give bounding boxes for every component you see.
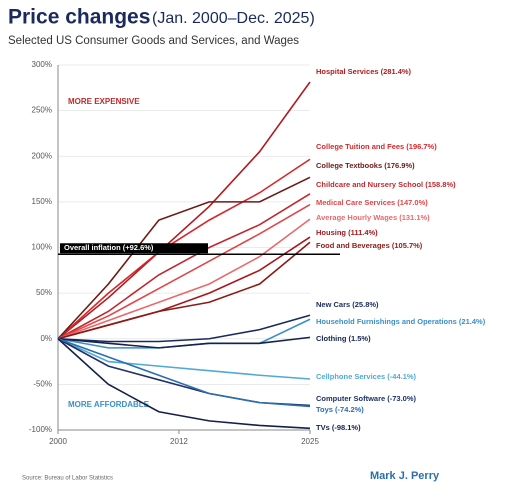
series-line xyxy=(57,158,311,340)
series-label: Toys (-74.2%) xyxy=(316,405,364,414)
series-line xyxy=(57,203,311,340)
series-label: Cellphone Services (-44.1%) xyxy=(316,372,417,381)
series-label: College Tuition and Fees (196.7%) xyxy=(316,142,437,151)
series-line xyxy=(57,81,311,340)
series-label: Clothing (1.5%) xyxy=(316,334,371,343)
series-label: New Cars (25.8%) xyxy=(316,300,379,309)
series-label: Average Hourly Wages (131.1%) xyxy=(316,213,430,222)
chart-title-dates: (Jan. 2000–Dec. 2025) xyxy=(152,10,315,27)
series-label: Computer Software (-73.0%) xyxy=(316,394,417,403)
series-line xyxy=(57,336,311,349)
series-line xyxy=(57,218,311,340)
series-label: Household Furnishings and Operations (21… xyxy=(316,317,486,326)
y-tick-label: 100% xyxy=(32,243,52,252)
chart-subtitle: Selected US Consumer Goods and Services,… xyxy=(8,35,299,47)
y-tick-label: 250% xyxy=(32,106,52,115)
chart-title: Price changes xyxy=(8,6,150,29)
series-label: College Textbooks (176.9%) xyxy=(316,161,415,170)
series-line xyxy=(57,338,311,430)
y-tick-label: 50% xyxy=(36,288,52,297)
series-label: TVs (-98.1%) xyxy=(316,423,361,432)
y-tick-label: 300% xyxy=(32,60,52,69)
source: Source: Bureau of Labor Statistics xyxy=(22,476,113,482)
y-tick-label: -50% xyxy=(33,379,52,388)
y-tick-label: 200% xyxy=(32,151,52,160)
series-label: Hospital Services (281.4%) xyxy=(316,67,412,76)
series-line xyxy=(57,176,311,340)
series-label: Housing (111.4%) xyxy=(316,228,378,237)
reference-label-bg xyxy=(60,243,208,254)
series-label: Food and Beverages (105.7%) xyxy=(316,241,423,250)
x-tick-label: 2025 xyxy=(301,437,319,446)
series-line xyxy=(57,337,311,408)
y-tick-label: 0% xyxy=(40,334,52,343)
series-line xyxy=(57,241,311,340)
annotation: MORE AFFORDABLE xyxy=(68,400,150,409)
series-label: Childcare and Nursery School (158.8%) xyxy=(316,180,456,189)
annotation: MORE EXPENSIVE xyxy=(68,97,140,106)
x-tick-label: 2012 xyxy=(170,437,188,446)
series-line xyxy=(57,193,311,340)
author: Mark J. Perry xyxy=(370,470,440,482)
y-tick-label: 150% xyxy=(32,197,52,206)
series-line xyxy=(57,338,311,380)
x-tick-label: 2000 xyxy=(49,437,67,446)
series-line xyxy=(57,318,311,349)
y-tick-label: -100% xyxy=(29,425,52,434)
series-label: Medical Care Services (147.0%) xyxy=(316,198,428,207)
reference-label: Overall inflation (+92.6%) xyxy=(64,243,154,252)
series-line xyxy=(57,314,311,343)
